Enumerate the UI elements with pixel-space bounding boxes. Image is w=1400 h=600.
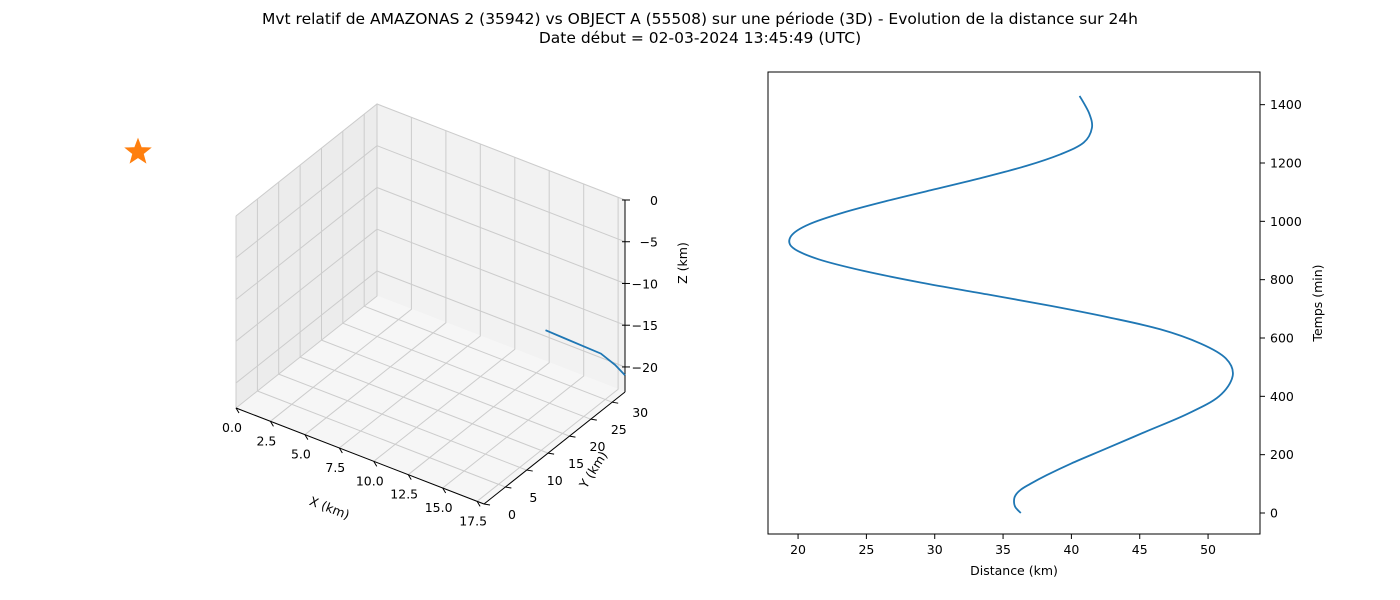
y-tick-label: 25: [611, 422, 627, 437]
y-tick-label: 0: [508, 507, 516, 522]
x-tick-label: 35: [995, 542, 1011, 557]
grid-line-z: [235, 186, 626, 300]
y-tick-label: 800: [1270, 272, 1294, 287]
series-line-distance: [788, 95, 1234, 514]
y-tick-label: 15: [568, 456, 584, 471]
z-tick-label: −15: [632, 318, 658, 333]
grid-line-x: [442, 184, 585, 489]
grid-line-z: [235, 270, 626, 384]
x-tick-label: 5.0: [291, 447, 311, 462]
x-tick-label: 45: [1132, 542, 1148, 557]
x-tick-label: 0.0: [222, 420, 242, 435]
x-tick: [270, 421, 274, 427]
x-tick-label: 50: [1200, 542, 1216, 557]
chart-title: Mvt relatif de AMAZONAS 2 (35942) vs OBJ…: [0, 10, 1400, 48]
plot-frame: [767, 71, 1261, 535]
z-tick-label: −20: [632, 360, 658, 375]
x-tick-label: 20: [790, 542, 806, 557]
x-tick-label: 2.5: [256, 433, 276, 448]
chart-3d-trajectory: 0.02.55.07.510.012.515.017.5 051015202530…: [124, 102, 690, 528]
y-tick: [612, 401, 619, 404]
grid-line-y: [342, 131, 591, 420]
grid-line-y: [278, 182, 527, 471]
series-line-trajectory: [545, 329, 626, 376]
x-tick-label: 10.0: [356, 473, 384, 488]
grid-line-x: [270, 117, 412, 422]
x-tick-label: 30: [927, 542, 943, 557]
grid-line-x: [304, 130, 447, 436]
x-tick-label: 7.5: [325, 460, 345, 475]
y-tick: [569, 435, 576, 438]
y-tick: [483, 503, 491, 506]
x-axis-label: Distance (km): [970, 563, 1058, 578]
x-tick: [476, 501, 481, 507]
z-tick-label: −5: [640, 235, 658, 250]
grid-line-y: [299, 165, 549, 454]
star-marker: [124, 137, 152, 164]
grid-line-z: [235, 103, 626, 217]
chart-distance-vs-time: 20 25 30 35 40 45 50 0 200 400 600 800 1000 1200 1400 D…: [767, 71, 1325, 578]
chart-title-line1: Mvt relatif de AMAZONAS 2 (35942) vs OBJ…: [262, 10, 1138, 28]
grid-line-z: [235, 228, 626, 342]
y-tick: [548, 452, 555, 455]
y-tick: [590, 418, 597, 421]
y-tick-label: 400: [1270, 389, 1294, 404]
y-tick-label: 200: [1270, 447, 1294, 462]
grid-line-x: [476, 197, 619, 502]
x-tick-label: 17.5: [459, 513, 487, 528]
x-tick: [235, 407, 240, 414]
x-tick: [442, 487, 447, 494]
y-axis-label: Temps (min): [1310, 264, 1325, 342]
y-tick-label: 20: [590, 439, 606, 454]
x-tick-label: 40: [1063, 542, 1079, 557]
x-tick: [373, 461, 378, 467]
x-tick-label: 12.5: [390, 487, 418, 502]
x-axis-label: X (km): [307, 493, 351, 522]
y-axis-line: [483, 391, 626, 505]
x-tick-label: 15.0: [425, 500, 453, 515]
x-tick: [338, 447, 343, 454]
y-tick: [526, 469, 533, 472]
x-tick: [304, 434, 309, 440]
y-tick: [505, 486, 512, 489]
grid-line-z: [235, 145, 626, 259]
grid-line-y: [256, 199, 506, 488]
y-tick-label: 1400: [1270, 97, 1302, 112]
x-tick-label: 25: [858, 542, 874, 557]
grid-line-x: [338, 144, 481, 449]
grid-line-y: [321, 148, 570, 437]
y-tick-label: 1200: [1270, 156, 1302, 171]
y-tick-label: 10: [547, 473, 563, 488]
z-tick-label: −10: [632, 276, 658, 291]
x-tick: [407, 474, 412, 480]
y-tick-label: 0: [1270, 506, 1278, 521]
grid-line-x: [373, 157, 516, 462]
y-tick-label: 1000: [1270, 214, 1302, 229]
z-tick-label: 0: [650, 193, 658, 208]
y-tick-label: 5: [529, 490, 537, 505]
y-tick-label: 30: [632, 405, 648, 420]
chart-title-line2: Date début = 02-03-2024 13:45:49 (UTC): [538, 29, 862, 47]
grid-line-y: [363, 114, 613, 403]
y-tick-label: 600: [1270, 331, 1294, 346]
grid-line-x: [235, 104, 378, 409]
grid-line-x: [407, 170, 550, 476]
z-axis-label: Z (km): [675, 242, 690, 284]
